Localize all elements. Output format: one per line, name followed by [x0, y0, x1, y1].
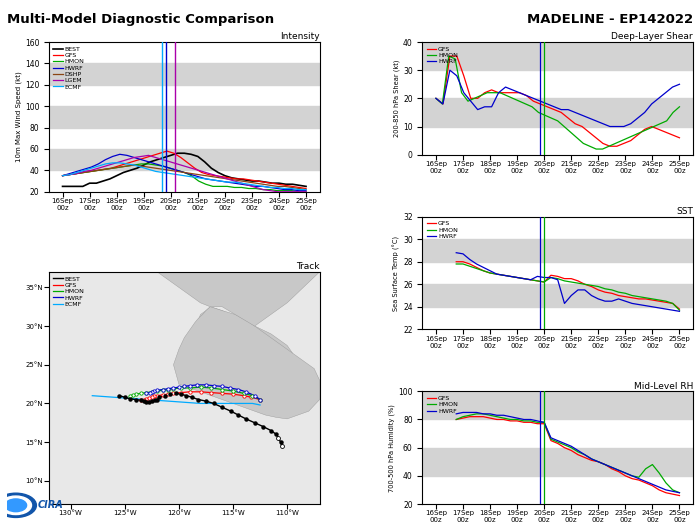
Circle shape — [0, 496, 32, 514]
Y-axis label: 10m Max Wind Speed (kt): 10m Max Wind Speed (kt) — [15, 71, 22, 162]
Text: Mid-Level RH: Mid-Level RH — [634, 382, 693, 391]
Y-axis label: 200-850 hPa Shear (kt): 200-850 hPa Shear (kt) — [393, 60, 400, 137]
Bar — [49, 149, 320, 170]
Polygon shape — [174, 307, 320, 419]
Bar — [49, 64, 320, 85]
Legend: GFS, HMON, HWRF: GFS, HMON, HWRF — [426, 394, 459, 415]
Bar — [422, 391, 693, 419]
Text: Multi-Model Diagnostic Comparison: Multi-Model Diagnostic Comparison — [7, 13, 274, 26]
Legend: BEST, GFS, HMON, HWRF, DSHP, LGEM, ECMF: BEST, GFS, HMON, HWRF, DSHP, LGEM, ECMF — [52, 45, 85, 91]
Legend: BEST, GFS, HMON, HWRF, ECMF: BEST, GFS, HMON, HWRF, ECMF — [52, 275, 85, 308]
Text: MADELINE - EP142022: MADELINE - EP142022 — [527, 13, 693, 26]
Text: Track: Track — [296, 262, 320, 271]
Bar — [422, 448, 693, 476]
Polygon shape — [197, 307, 293, 388]
Legend: GFS, HMON, HWRF: GFS, HMON, HWRF — [426, 220, 459, 240]
Text: SST: SST — [676, 207, 693, 216]
Text: Deep-Layer Shear: Deep-Layer Shear — [611, 32, 693, 41]
Bar — [422, 239, 693, 262]
Bar — [49, 106, 320, 128]
Polygon shape — [49, 249, 320, 326]
Bar — [422, 98, 693, 127]
Legend: GFS, HMON, HWRF: GFS, HMON, HWRF — [426, 45, 459, 66]
Y-axis label: Sea Surface Temp (°C): Sea Surface Temp (°C) — [393, 235, 400, 311]
Bar — [422, 42, 693, 70]
Bar — [422, 284, 693, 307]
Y-axis label: 700-500 hPa Humidity (%): 700-500 hPa Humidity (%) — [389, 404, 396, 491]
Text: Intensity: Intensity — [280, 32, 320, 41]
Text: CIRA: CIRA — [37, 500, 63, 510]
Circle shape — [0, 493, 36, 518]
Circle shape — [5, 499, 27, 512]
